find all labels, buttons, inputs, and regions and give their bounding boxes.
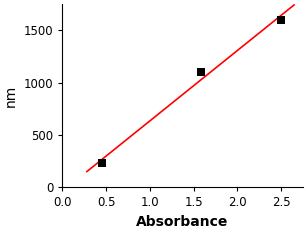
Point bbox=[99, 161, 104, 165]
Point bbox=[198, 70, 203, 74]
X-axis label: Absorbance: Absorbance bbox=[136, 215, 229, 229]
Point bbox=[278, 18, 283, 22]
Y-axis label: nm: nm bbox=[4, 85, 18, 107]
